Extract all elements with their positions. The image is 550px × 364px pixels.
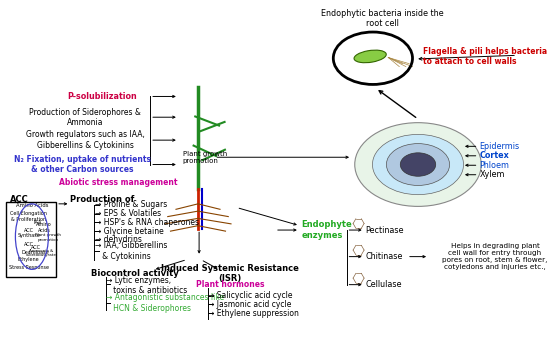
Text: Cellulase: Cellulase (366, 280, 402, 289)
Text: ACC: ACC (10, 195, 29, 203)
Text: Endophytic bacteria inside the
root cell: Endophytic bacteria inside the root cell (321, 9, 443, 28)
Text: Plant growth
promotion: Plant growth promotion (183, 151, 227, 164)
Text: Production of Siderophores &
Ammonia: Production of Siderophores & Ammonia (29, 107, 141, 127)
Text: Xylem: Xylem (480, 170, 505, 179)
Text: Epidermis: Epidermis (480, 142, 520, 151)
Text: Endophyte
enzymes: Endophyte enzymes (301, 220, 352, 240)
Text: → dehydrins: → dehydrins (95, 236, 141, 244)
Circle shape (372, 134, 464, 195)
Text: → Jasmonic acid cycle: → Jasmonic acid cycle (208, 300, 292, 309)
Text: ACC
Synthase: ACC Synthase (17, 228, 40, 238)
Text: Growth regulators such as IAA,
Gibberellins & Cytokinins: Growth regulators such as IAA, Gibberell… (26, 130, 145, 150)
Text: IAA: IAA (33, 220, 42, 225)
Text: Stress Response: Stress Response (9, 265, 48, 270)
Text: Biocontrol activity: Biocontrol activity (91, 269, 179, 278)
Text: → Antagonistic substances like
   HCN & Siderophores: → Antagonistic substances like HCN & Sid… (106, 293, 224, 313)
Ellipse shape (354, 50, 386, 63)
Text: → Salicyclic acid cycle: → Salicyclic acid cycle (208, 291, 293, 300)
Text: P-solubilization: P-solubilization (67, 92, 136, 101)
Text: Abiotic stress management: Abiotic stress management (59, 178, 178, 187)
Circle shape (386, 143, 450, 185)
Text: Induced Systemic Resistance
(ISR): Induced Systemic Resistance (ISR) (161, 264, 299, 284)
Circle shape (355, 123, 481, 206)
Text: Chitinase: Chitinase (366, 252, 403, 261)
Text: ACC
Deaminase: ACC Deaminase (22, 245, 50, 256)
Text: Flagella & pili helps bacteria
to attach to cell walls: Flagella & pili helps bacteria to attach… (423, 47, 547, 66)
Text: → HSP's & RNA chaperones: → HSP's & RNA chaperones (95, 218, 199, 227)
Text: Helps in degrading plant
cell wall for entry through
pores on root, stem & flowe: Helps in degrading plant cell wall for e… (442, 243, 548, 270)
Text: Plant hormones: Plant hormones (196, 280, 264, 289)
Text: Amino
Acids: Amino Acids (36, 222, 52, 233)
Text: → Proline & Sugars: → Proline & Sugars (95, 201, 167, 209)
Text: Phloem: Phloem (480, 161, 510, 170)
Text: Ethylene: Ethylene (18, 257, 40, 262)
Circle shape (400, 153, 436, 176)
Text: → IAA, Gibberellins
   & Cytokinins: → IAA, Gibberellins & Cytokinins (95, 241, 167, 261)
Text: → Glycine betaine: → Glycine betaine (95, 227, 163, 236)
Text: Plant growth
promotion: Plant growth promotion (35, 233, 62, 242)
Text: Ammonia &
α-ketobutyrate: Ammonia & α-ketobutyrate (26, 249, 57, 257)
Text: Cortex: Cortex (480, 151, 509, 160)
Text: ACC: ACC (24, 242, 34, 247)
Text: Pectinase: Pectinase (366, 226, 404, 234)
Text: Amino Acids: Amino Acids (15, 203, 48, 208)
Text: → EPS & Volatiles: → EPS & Volatiles (95, 209, 161, 218)
Text: Production of: Production of (70, 195, 135, 203)
Text: → Lytic enzymes,
   toxins & antibiotics: → Lytic enzymes, toxins & antibiotics (106, 276, 187, 296)
Text: Cell Elongation
& Proliferation: Cell Elongation & Proliferation (10, 211, 47, 222)
Text: → Ethylene suppression: → Ethylene suppression (208, 309, 299, 317)
Text: N₂ Fixation, uptake of nutrients
& other Carbon sources: N₂ Fixation, uptake of nutrients & other… (14, 155, 151, 174)
Bar (6, 202, 56, 277)
